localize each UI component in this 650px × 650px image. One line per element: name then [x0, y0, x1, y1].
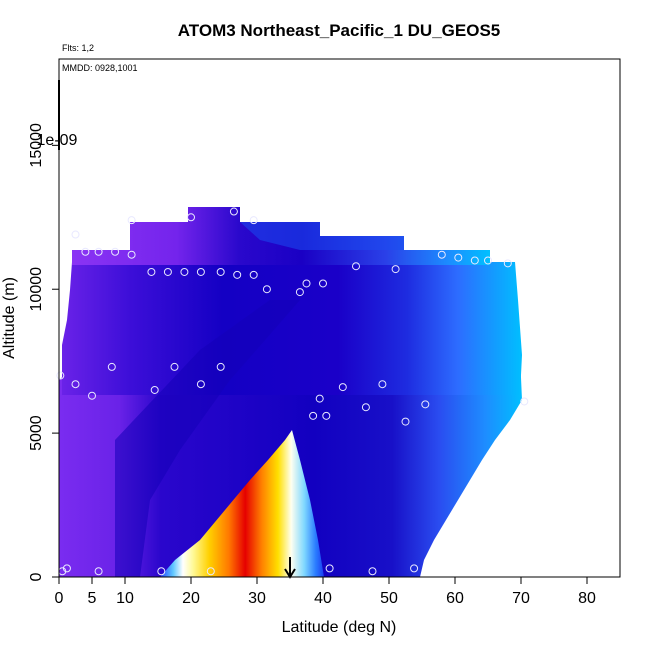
sample-point [94, 567, 103, 576]
x-tick-label: 40 [314, 590, 332, 607]
sample-point [520, 397, 529, 406]
sample-point [421, 400, 430, 409]
x-axis: 0 5 10 20 30 40 50 60 70 80 [55, 577, 596, 607]
sample-point [484, 256, 492, 265]
sample-point [338, 383, 347, 392]
plot-frame [58, 58, 621, 578]
y-tick-label: 10000 [28, 267, 45, 312]
chart-title: ATOM3 Northeast_Pacific_1 DU_GEOS5 [178, 21, 501, 40]
sample-point [368, 567, 377, 576]
sample-point [391, 265, 400, 274]
sample-point [315, 394, 324, 403]
sample-points [56, 207, 529, 576]
y-axis: 0 5000 10000 15000 [28, 123, 59, 581]
sample-point [127, 250, 136, 259]
sample-point [216, 267, 225, 276]
sample-point [170, 362, 179, 371]
heatmap-field [59, 207, 522, 577]
sample-point [81, 247, 90, 256]
sample-point [196, 267, 205, 276]
sample-point [180, 267, 189, 276]
sample-point [249, 216, 258, 225]
colorbar-scale-label: 1e-09 [37, 132, 78, 149]
sample-point [437, 250, 446, 259]
latitude-arrow-marker [284, 557, 296, 579]
sample-point [233, 270, 242, 279]
sample-point [401, 417, 410, 426]
y-tick-label: 0 [28, 572, 45, 581]
dates-label: MMDD: 0928,1001 [62, 63, 138, 73]
sample-point [229, 207, 238, 216]
x-tick-label: 0 [55, 590, 64, 607]
x-tick-label: 80 [578, 590, 596, 607]
sample-point [454, 253, 463, 262]
sample-point [111, 247, 120, 256]
y-axis-label: Altitude (m) [1, 277, 18, 359]
sample-point [163, 267, 172, 276]
x-tick-label: 20 [182, 590, 200, 607]
sample-point [319, 279, 327, 288]
x-tick-label: 30 [248, 590, 266, 607]
sample-point [107, 362, 116, 371]
sample-point [410, 564, 419, 573]
sample-point [187, 213, 195, 222]
x-tick-label: 60 [446, 590, 464, 607]
sample-point [262, 285, 271, 294]
sample-point [88, 391, 96, 400]
dark-core [115, 300, 300, 577]
x-tick-label: 10 [116, 590, 134, 607]
sample-point [309, 411, 318, 420]
sample-point [196, 380, 205, 389]
sample-point [62, 564, 71, 573]
sample-point [127, 216, 136, 225]
flights-label: Flts: 1,2 [62, 43, 94, 53]
y-tick-label: 5000 [28, 415, 45, 451]
x-tick-label: 5 [88, 590, 97, 607]
sample-point [147, 267, 156, 276]
sample-point [71, 380, 80, 389]
sample-point [249, 270, 258, 279]
sample-point [361, 403, 370, 412]
sample-point [150, 385, 159, 394]
sample-point [94, 247, 103, 256]
sample-point [71, 230, 80, 239]
sample-point [206, 567, 215, 576]
sample-point [302, 279, 311, 288]
x-tick-label: 70 [512, 590, 530, 607]
sample-point [295, 288, 304, 297]
field-upper-right [240, 222, 404, 250]
sample-point [470, 256, 479, 265]
sample-point [322, 411, 331, 420]
y-tick-label: 15000 [28, 123, 45, 168]
sample-point [157, 567, 166, 576]
sample-point [378, 380, 387, 389]
sample-point [503, 259, 512, 268]
sample-point [325, 564, 334, 573]
field-mid [62, 262, 522, 395]
dust-plume [160, 430, 324, 577]
x-tick-label: 50 [380, 590, 398, 607]
sample-point [216, 362, 225, 371]
sample-point [352, 262, 360, 271]
x-axis-label: Latitude (deg N) [282, 619, 397, 636]
sample-point [56, 371, 65, 380]
